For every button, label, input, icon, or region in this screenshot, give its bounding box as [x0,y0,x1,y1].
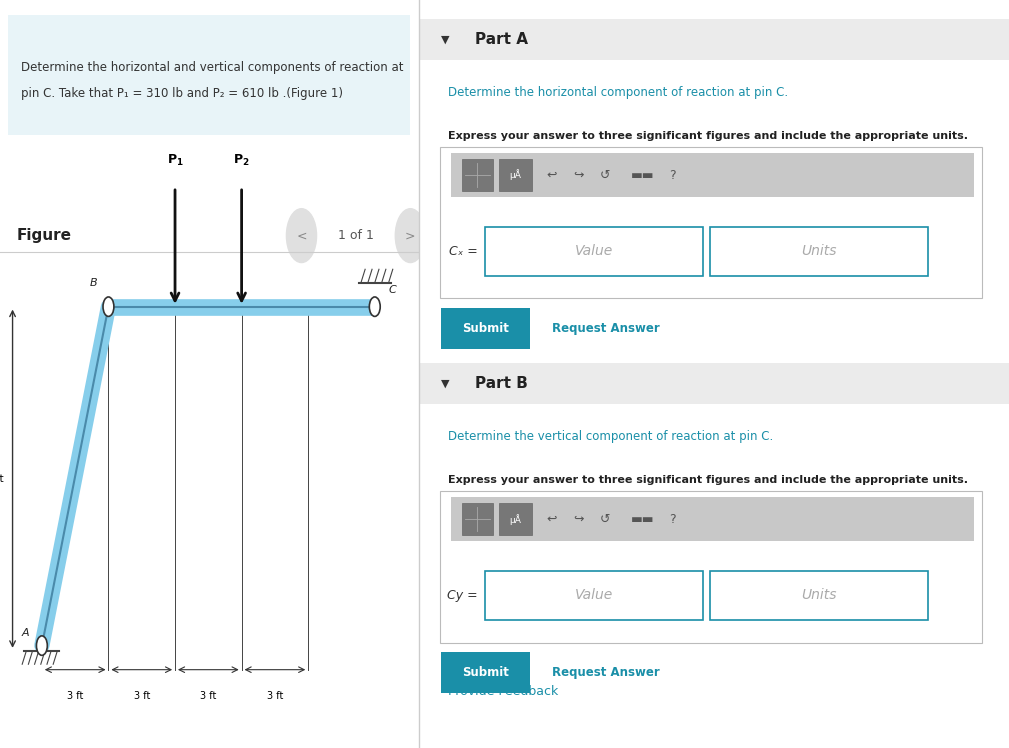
FancyBboxPatch shape [462,503,492,535]
Text: Cₓ =: Cₓ = [449,245,477,258]
Text: Determine the vertical component of reaction at pin C.: Determine the vertical component of reac… [448,430,774,443]
Text: μÅ: μÅ [510,514,522,524]
FancyBboxPatch shape [499,159,532,191]
Text: 3 ft: 3 ft [200,690,217,701]
FancyBboxPatch shape [709,227,927,276]
Text: Value: Value [575,589,613,602]
Text: Submit: Submit [462,666,509,679]
Text: ↪: ↪ [573,168,583,182]
Text: μÅ: μÅ [510,170,522,180]
Circle shape [396,209,426,263]
FancyBboxPatch shape [499,503,532,535]
FancyBboxPatch shape [419,19,1009,60]
Text: pin C. Take that P₁ = 310 lb and P₂ = 610 lb .(Figure 1): pin C. Take that P₁ = 310 lb and P₂ = 61… [21,87,343,100]
Text: 3 ft: 3 ft [67,690,84,701]
FancyBboxPatch shape [485,227,703,276]
Text: ▬▬: ▬▬ [632,512,655,526]
Text: $\mathbf{P_1}$: $\mathbf{P_1}$ [166,153,184,168]
FancyBboxPatch shape [709,571,927,620]
FancyBboxPatch shape [440,491,982,643]
Text: ↺: ↺ [599,168,609,182]
Circle shape [287,209,317,263]
Text: ↩: ↩ [546,512,557,526]
FancyBboxPatch shape [462,159,492,191]
Text: $\mathbf{P_2}$: $\mathbf{P_2}$ [233,153,250,168]
FancyBboxPatch shape [441,308,530,349]
Text: Units: Units [801,589,836,602]
Text: Units: Units [801,245,836,258]
FancyBboxPatch shape [485,571,703,620]
Text: C: C [388,286,396,295]
Text: ↺: ↺ [599,512,609,526]
Text: ▼: ▼ [441,378,450,388]
FancyBboxPatch shape [451,497,974,541]
FancyBboxPatch shape [8,15,411,135]
Circle shape [369,297,380,316]
Text: Part A: Part A [475,31,528,47]
Circle shape [103,297,114,316]
Text: Figure: Figure [17,228,72,243]
Text: Determine the horizontal and vertical components of reaction at: Determine the horizontal and vertical co… [21,61,404,74]
Text: A: A [21,628,29,638]
FancyBboxPatch shape [441,652,530,693]
FancyBboxPatch shape [440,147,982,298]
Text: <: < [297,229,307,242]
Text: ▬▬: ▬▬ [632,168,655,182]
Text: Express your answer to three significant figures and include the appropriate uni: Express your answer to three significant… [448,131,969,141]
Text: 4 ft: 4 ft [0,473,3,484]
Text: Provide Feedback: Provide Feedback [448,685,559,699]
Text: Determine the horizontal component of reaction at pin C.: Determine the horizontal component of re… [448,86,788,99]
Text: B: B [90,278,98,288]
Text: ↩: ↩ [546,168,557,182]
Circle shape [36,636,47,655]
Text: >: > [405,229,416,242]
FancyBboxPatch shape [419,363,1009,404]
Text: Request Answer: Request Answer [552,322,659,335]
Text: ?: ? [669,168,676,182]
Text: 3 ft: 3 ft [266,690,284,701]
Text: ↪: ↪ [573,512,583,526]
Text: 1 of 1: 1 of 1 [338,229,374,242]
Text: ▼: ▼ [441,34,450,44]
Text: Cy =: Cy = [447,589,477,602]
Text: Part B: Part B [475,375,528,391]
Text: Express your answer to three significant figures and include the appropriate uni: Express your answer to three significant… [448,475,969,485]
Text: ?: ? [669,512,676,526]
Text: 3 ft: 3 ft [133,690,150,701]
FancyBboxPatch shape [451,153,974,197]
Text: Request Answer: Request Answer [552,666,659,679]
Text: Submit: Submit [462,322,509,335]
Text: Value: Value [575,245,613,258]
